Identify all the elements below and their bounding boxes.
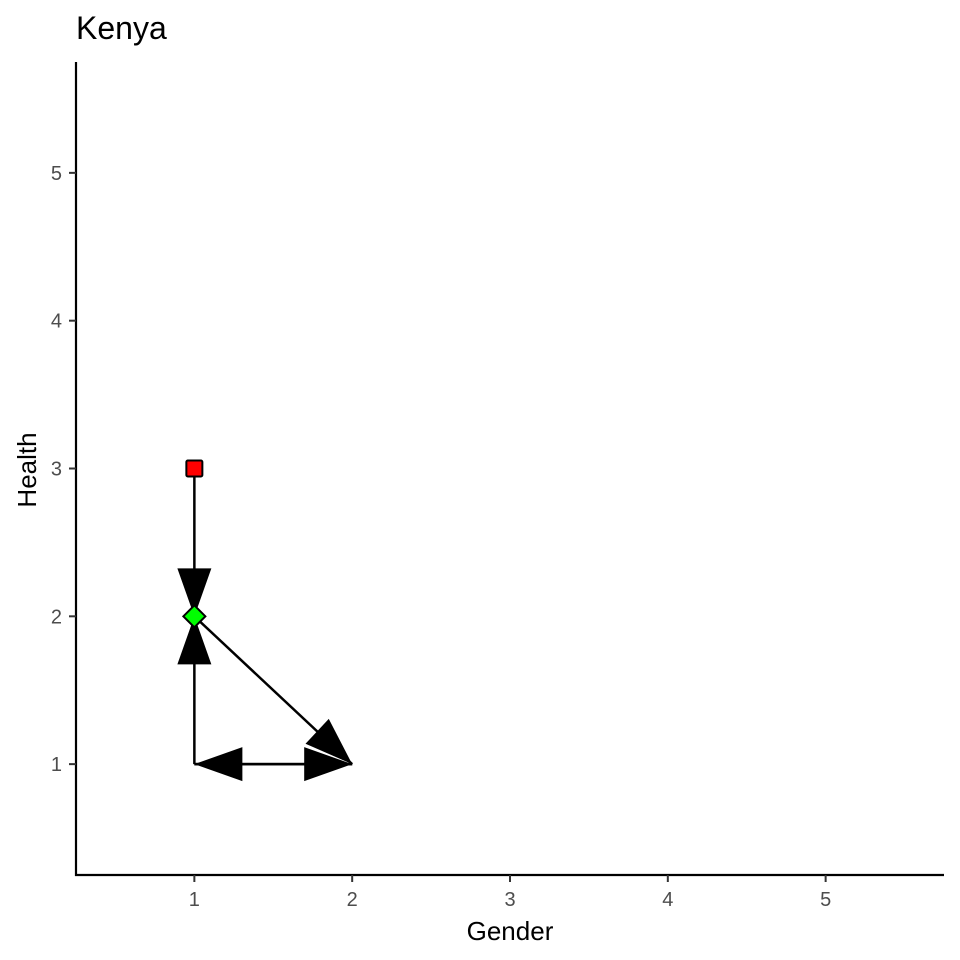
arrow-head [305, 718, 353, 765]
y-axis-ticks: 1 2 3 4 5 [51, 163, 76, 776]
arrows [177, 468, 354, 782]
axes [74, 62, 944, 877]
y-tick-label: 3 [51, 459, 62, 481]
x-tick-label: 3 [504, 889, 515, 911]
chart-title: Kenya [76, 10, 167, 46]
square-point [185, 459, 204, 478]
x-tick-label: 5 [820, 889, 831, 911]
arrow-head [194, 747, 243, 782]
x-axis-label: Gender [467, 916, 554, 946]
x-tick-label: 1 [189, 889, 200, 911]
x-tick-label: 4 [662, 889, 673, 911]
diamond-point [181, 603, 207, 629]
y-tick-label: 4 [51, 311, 62, 333]
arrow-head [177, 616, 212, 665]
points [181, 459, 207, 629]
arrow-head [177, 568, 212, 617]
y-axis-label: Health [12, 432, 42, 507]
x-tick-label: 2 [347, 889, 358, 911]
y-tick-label: 5 [51, 163, 62, 185]
y-tick-label: 2 [51, 606, 62, 628]
y-tick-label: 1 [51, 754, 62, 776]
x-axis-ticks: 1 2 3 4 5 [189, 875, 831, 911]
